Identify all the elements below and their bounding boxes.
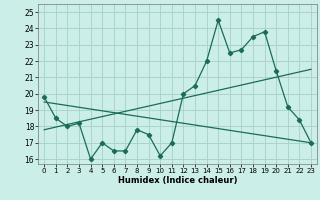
X-axis label: Humidex (Indice chaleur): Humidex (Indice chaleur) [118,176,237,185]
